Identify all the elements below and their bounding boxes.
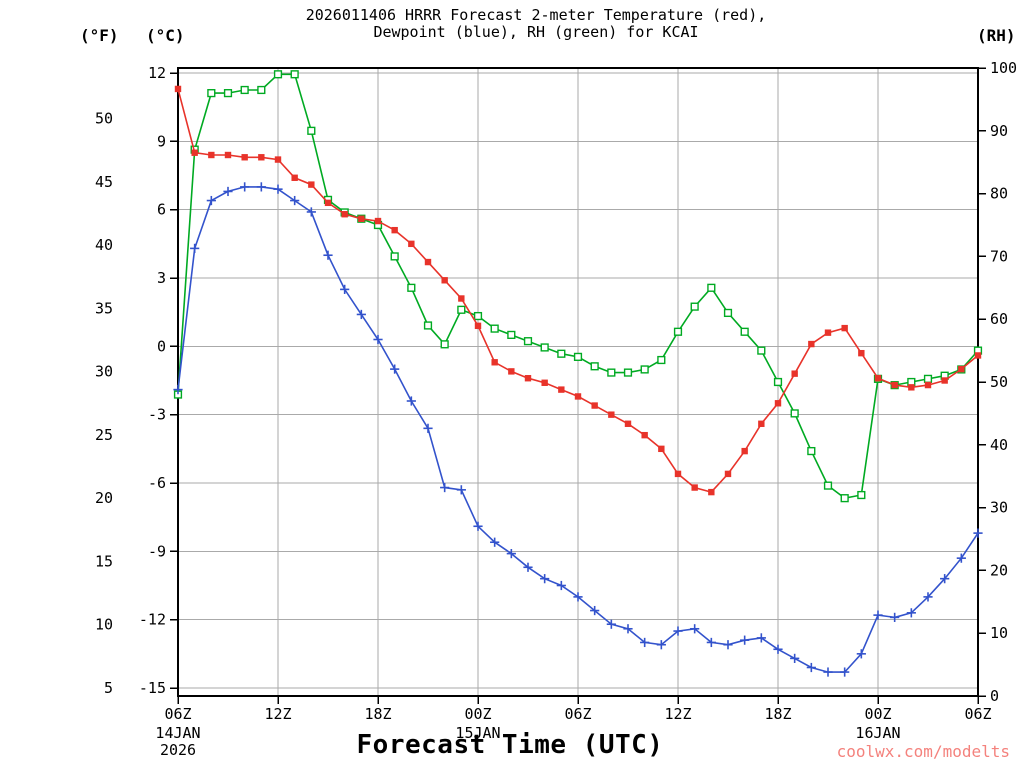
svg-text:0: 0 — [990, 687, 999, 705]
fahrenheit-axis-label: (°F) — [80, 26, 119, 45]
svg-text:06Z: 06Z — [564, 705, 591, 723]
svg-text:70: 70 — [990, 247, 1008, 265]
svg-text:-3: -3 — [148, 406, 166, 424]
svg-text:15: 15 — [95, 552, 113, 570]
svg-text:80: 80 — [990, 185, 1008, 203]
rh-axis-label: (RH) — [977, 26, 1016, 45]
svg-text:30: 30 — [95, 363, 113, 381]
svg-text:12: 12 — [148, 64, 166, 82]
svg-text:12Z: 12Z — [264, 705, 291, 723]
svg-text:9: 9 — [157, 132, 166, 150]
svg-text:06Z: 06Z — [164, 705, 191, 723]
svg-text:0: 0 — [157, 337, 166, 355]
chart-title-line1: 2026011406 HRRR Forecast 2-meter Tempera… — [305, 6, 767, 24]
svg-text:-15: -15 — [139, 679, 166, 697]
celsius-axis-label: (°C) — [146, 26, 185, 45]
svg-text:00Z: 00Z — [864, 705, 891, 723]
svg-text:90: 90 — [990, 122, 1008, 140]
svg-text:12Z: 12Z — [664, 705, 691, 723]
svg-text:-6: -6 — [148, 474, 166, 492]
svg-text:30: 30 — [990, 499, 1008, 517]
svg-text:2026: 2026 — [160, 741, 196, 759]
svg-text:45: 45 — [95, 173, 113, 191]
x-axis-title: Forecast Time (UTC) — [356, 730, 664, 760]
svg-text:14JAN: 14JAN — [155, 724, 200, 742]
svg-text:-9: -9 — [148, 542, 166, 560]
chart-title: 2026011406 HRRR Forecast 2-meter Tempera… — [36, 7, 1024, 41]
svg-text:25: 25 — [95, 426, 113, 444]
svg-text:-12: -12 — [139, 611, 166, 629]
svg-text:18Z: 18Z — [364, 705, 391, 723]
svg-text:100: 100 — [990, 59, 1017, 77]
svg-text:10: 10 — [95, 616, 113, 634]
svg-text:16JAN: 16JAN — [855, 724, 900, 742]
svg-text:60: 60 — [990, 310, 1008, 328]
svg-text:40: 40 — [990, 436, 1008, 454]
watermark-text: coolwx.com/modelts — [836, 742, 1010, 761]
svg-text:3: 3 — [157, 269, 166, 287]
svg-text:40: 40 — [95, 236, 113, 254]
svg-text:50: 50 — [990, 373, 1008, 391]
svg-text:6: 6 — [157, 201, 166, 219]
svg-text:50: 50 — [95, 110, 113, 128]
svg-text:20: 20 — [990, 561, 1008, 579]
svg-text:10: 10 — [990, 624, 1008, 642]
svg-text:15JAN: 15JAN — [455, 724, 500, 742]
svg-text:00Z: 00Z — [464, 705, 491, 723]
svg-text:06Z: 06Z — [964, 705, 991, 723]
svg-text:18Z: 18Z — [764, 705, 791, 723]
svg-text:5: 5 — [104, 679, 113, 697]
svg-text:20: 20 — [95, 489, 113, 507]
chart-title-line2: Dewpoint (blue), RH (green) for KCAI — [373, 23, 699, 41]
svg-text:35: 35 — [95, 299, 113, 317]
